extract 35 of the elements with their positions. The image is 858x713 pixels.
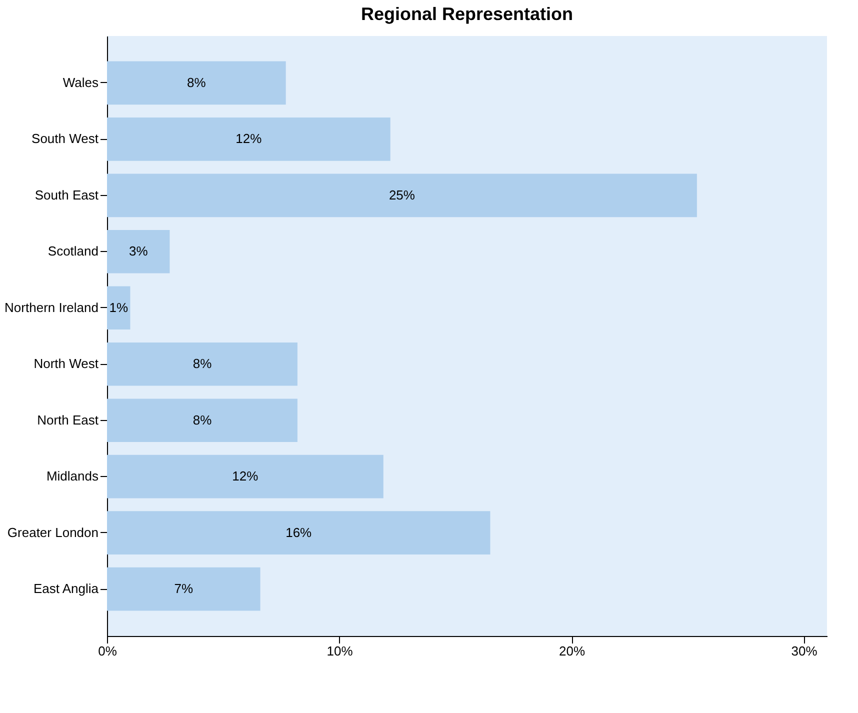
- bar: [107, 454, 384, 498]
- y-tick-label: Wales: [62, 74, 99, 90]
- data-label: 8%: [187, 74, 206, 90]
- data-label: 16%: [286, 524, 312, 540]
- y-tick-label: Midlands: [46, 468, 99, 484]
- data-label: 8%: [192, 356, 212, 372]
- y-tick-label: Greater London: [7, 524, 98, 540]
- x-tick-label: 20%: [559, 644, 586, 658]
- bar: [107, 286, 130, 330]
- x-tick-label: 10%: [326, 644, 354, 658]
- bar: [107, 61, 286, 105]
- bar: [107, 398, 298, 442]
- x-tick-label: 30%: [791, 644, 818, 658]
- y-tick-label: East Anglia: [33, 581, 100, 596]
- data-label: 8%: [192, 412, 212, 428]
- y-tick-label: North East: [37, 412, 99, 428]
- data-label: 3%: [128, 244, 148, 259]
- data-label: 12%: [236, 131, 262, 146]
- x-tick-label: 0%: [98, 644, 118, 658]
- data-label: 1%: [109, 300, 128, 315]
- bar: [107, 567, 260, 611]
- bar: [107, 511, 490, 554]
- y-tick-label: South West: [32, 131, 99, 146]
- bar: [107, 230, 170, 274]
- bar: [107, 174, 697, 218]
- y-tick-label: Scotland: [48, 244, 98, 259]
- data-label: 7%: [174, 581, 194, 596]
- y-tick-label: North West: [34, 356, 99, 372]
- bar: [107, 118, 390, 161]
- data-label: 25%: [388, 187, 416, 202]
- y-tick-label: Northern Ireland: [4, 300, 98, 315]
- y-tick-label: South East: [34, 187, 99, 202]
- chart-title: Regional Representation: [360, 4, 574, 24]
- data-label: 12%: [232, 468, 259, 484]
- bar: [107, 342, 298, 386]
